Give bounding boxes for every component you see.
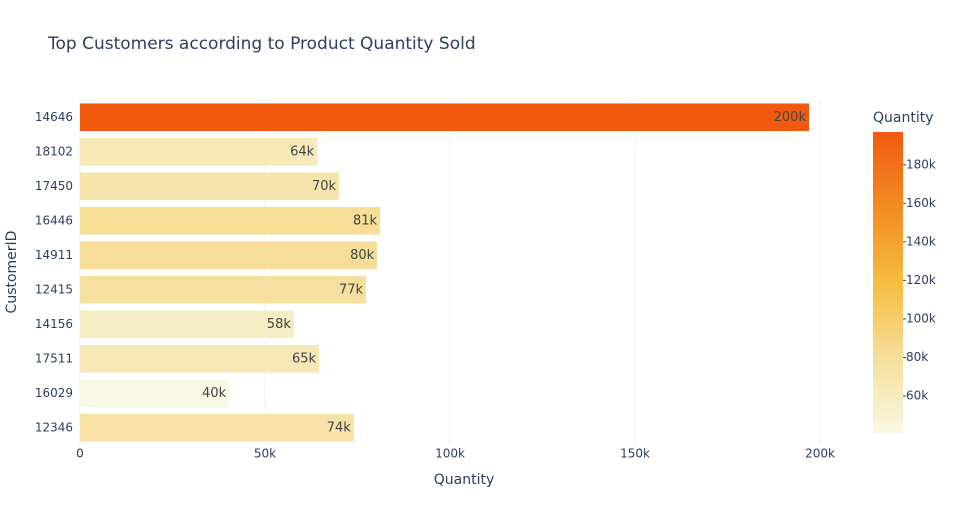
bar xyxy=(80,103,809,132)
colorbar-tick-label: 100k xyxy=(906,311,936,325)
value-label: 65k xyxy=(292,351,317,366)
y-tick-label: 16446 xyxy=(35,213,73,227)
value-label: 70k xyxy=(312,179,337,194)
bar xyxy=(80,275,367,304)
bar xyxy=(80,172,340,201)
value-label: 200k xyxy=(774,110,807,125)
y-axis-title: CustomerID xyxy=(4,231,20,314)
colorbar-tick-label: 120k xyxy=(906,273,936,287)
value-label: 64k xyxy=(290,144,315,159)
bar xyxy=(80,379,230,408)
colorbar-tick-label: 80k xyxy=(906,350,928,364)
colorbar-tick-label: 60k xyxy=(906,389,928,403)
x-axis-title: Quantity xyxy=(434,472,495,488)
value-label: 74k xyxy=(327,420,352,435)
bar xyxy=(80,310,294,339)
bar xyxy=(80,413,354,442)
colorbar xyxy=(873,132,903,434)
bar xyxy=(80,241,378,270)
y-tick-label: 12415 xyxy=(35,282,73,296)
value-label: 81k xyxy=(353,213,378,228)
value-label: 40k xyxy=(202,386,227,401)
y-tick-label: 14646 xyxy=(35,110,73,124)
x-tick-label: 100k xyxy=(435,447,465,461)
y-tick-label: 18102 xyxy=(35,144,73,158)
colorbar-tick-label: 140k xyxy=(906,234,936,248)
x-tick-label: 200k xyxy=(805,447,835,461)
y-tick-label: 16029 xyxy=(35,386,73,400)
value-label: 58k xyxy=(267,317,292,332)
value-label: 77k xyxy=(339,282,364,297)
x-tick-label: 50k xyxy=(254,447,276,461)
bar xyxy=(80,344,320,373)
colorbar-tick-label: 160k xyxy=(906,196,936,210)
chart-title: Top Customers according to Product Quant… xyxy=(47,34,476,54)
y-tick-label: 17450 xyxy=(35,179,73,193)
bar xyxy=(80,206,381,235)
value-label: 80k xyxy=(350,248,375,263)
y-tick-label: 17511 xyxy=(35,351,73,365)
x-tick-label: 150k xyxy=(620,447,650,461)
y-tick-label: 14911 xyxy=(35,248,73,262)
bar xyxy=(80,137,318,166)
y-tick-label: 14156 xyxy=(35,317,73,331)
colorbar-tick-label: 180k xyxy=(906,157,936,171)
y-tick-label: 12346 xyxy=(35,420,73,434)
colorbar-title: Quantity xyxy=(873,110,934,126)
x-tick-label: 0 xyxy=(76,447,84,461)
